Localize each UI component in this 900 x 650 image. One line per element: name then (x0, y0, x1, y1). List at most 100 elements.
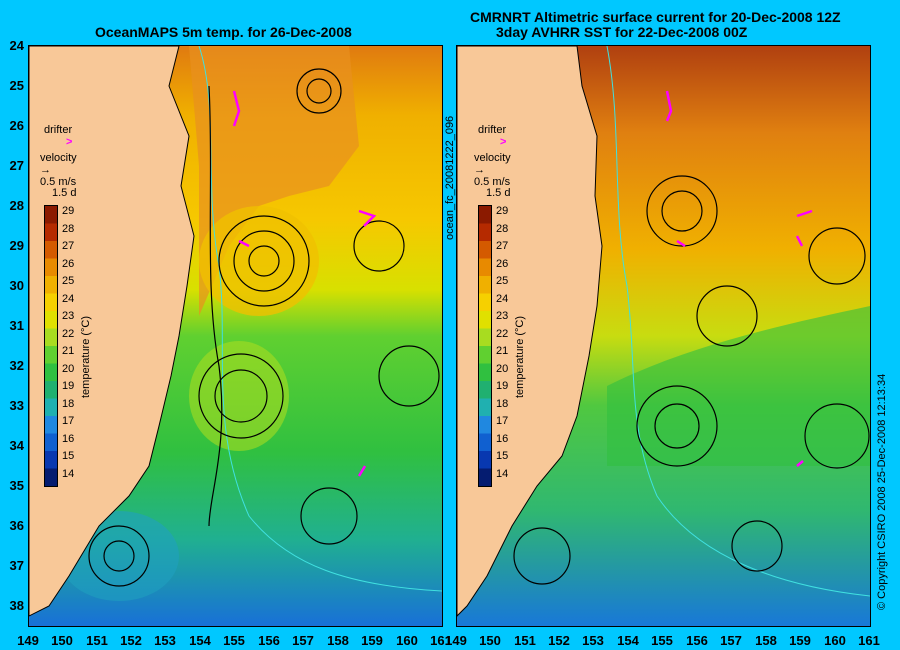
lon-tick: 151 (514, 633, 536, 648)
right-velocity-arrows (513, 175, 870, 585)
lon-tick: 154 (189, 633, 211, 648)
lat-tick: 29 (9, 238, 24, 253)
cb-tick: 22 (62, 328, 75, 340)
lon-tick: 154 (617, 633, 639, 648)
right-map-panel (456, 45, 871, 627)
lat-tick: 30 (9, 278, 24, 293)
lon-tick: 150 (51, 633, 73, 648)
lat-tick: 31 (9, 318, 24, 333)
lon-tick: 155 (651, 633, 673, 648)
lat-tick: 33 (9, 398, 24, 413)
left-scale-speed: 0.5 m/s (40, 176, 77, 188)
right-velocity-label: velocity (474, 152, 511, 164)
left-velocity-arrows (88, 68, 440, 587)
right-velocity-arrow-icon: → (474, 164, 485, 176)
cb-tick: 29 (62, 205, 75, 217)
cb-tick: 16 (62, 433, 75, 445)
left-coastline-land (29, 46, 195, 617)
left-warm-core (189, 46, 359, 316)
left-panel-title: OceanMAPS 5m temp. for 26-Dec-2008 (95, 24, 352, 40)
lon-tick: 161 (430, 633, 452, 648)
lat-tick: 24 (9, 38, 24, 53)
lon-tick: 152 (548, 633, 570, 648)
lon-tick: 161 (858, 633, 880, 648)
lat-tick: 34 (9, 438, 24, 453)
cb-tick: 24 (62, 293, 75, 305)
lat-tick: 28 (9, 198, 24, 213)
cb-tick: 27 (496, 240, 509, 252)
lat-tick: 25 (9, 78, 24, 93)
lon-tick: 160 (396, 633, 418, 648)
cb-tick: 16 (496, 433, 509, 445)
lat-tick: 35 (9, 478, 24, 493)
right-green-tongue (607, 306, 870, 466)
cb-tick: 21 (496, 345, 509, 357)
cb-tick: 23 (62, 310, 75, 322)
cb-tick: 18 (496, 398, 509, 410)
cb-tick: 21 (62, 345, 75, 357)
cb-tick: 17 (496, 415, 509, 427)
cb-tick: 27 (62, 240, 75, 252)
right-panel-title-line1: CMRNRT Altimetric surface current for 20… (470, 9, 841, 25)
left-colorbar-segments (45, 206, 57, 486)
lon-tick: 155 (223, 633, 245, 648)
right-contour (606, 46, 870, 597)
lat-tick: 32 (9, 358, 24, 373)
cb-tick: 20 (62, 363, 75, 375)
lon-tick: 150 (479, 633, 501, 648)
cb-tick: 24 (496, 293, 509, 305)
lat-tick: 27 (9, 158, 24, 173)
cb-tick: 23 (496, 310, 509, 322)
cb-tick: 25 (496, 275, 509, 287)
lat-tick: 37 (9, 558, 24, 573)
cb-tick: 26 (496, 258, 509, 270)
right-colorbar-segments (479, 206, 491, 486)
left-drifter-label: drifter (44, 124, 73, 136)
cb-tick: 15 (496, 450, 509, 462)
cb-tick: 18 (62, 398, 75, 410)
cb-tick: 28 (496, 223, 509, 235)
file-id-label: ocean_fc_20081222_096 (444, 115, 456, 240)
lat-tick: 26 (9, 118, 24, 133)
lon-tick: 157 (292, 633, 314, 648)
left-drifter-symbol: > (66, 136, 73, 148)
cb-tick: 28 (62, 223, 75, 235)
left-colorbar-label: temperature (°C) (80, 315, 92, 398)
right-colorbar-label: temperature (°C) (514, 315, 526, 398)
lon-tick: 151 (86, 633, 108, 648)
lon-tick: 160 (824, 633, 846, 648)
right-panel-title-line2: 3day AVHRR SST for 22-Dec-2008 00Z (496, 24, 748, 40)
cb-tick: 20 (496, 363, 509, 375)
left-colorbar (44, 205, 58, 487)
lon-tick: 156 (258, 633, 280, 648)
cb-tick: 19 (62, 380, 75, 392)
right-coastline-land (457, 46, 603, 617)
right-scale-speed: 0.5 m/s (474, 176, 511, 188)
cb-tick: 14 (62, 468, 75, 480)
lat-tick: 38 (9, 598, 24, 613)
right-drifters (665, 90, 813, 467)
right-drifter-symbol: > (500, 136, 507, 148)
left-drifters (232, 90, 377, 477)
lon-tick: 159 (789, 633, 811, 648)
cb-tick: 22 (496, 328, 509, 340)
cb-tick: 25 (62, 275, 75, 287)
right-drifter-label: drifter (478, 124, 507, 136)
left-velocity-arrow-icon: → (40, 164, 51, 176)
cb-tick: 19 (496, 380, 509, 392)
cb-tick: 29 (496, 205, 509, 217)
cb-tick: 26 (62, 258, 75, 270)
lon-tick: 158 (755, 633, 777, 648)
lon-tick: 149 (17, 633, 39, 648)
lon-tick: 149 (445, 633, 467, 648)
lon-tick: 159 (361, 633, 383, 648)
left-eddy-warm (199, 206, 319, 316)
cb-tick: 17 (62, 415, 75, 427)
lon-tick: 153 (582, 633, 604, 648)
left-map-panel (28, 45, 443, 627)
cb-tick: 15 (62, 450, 75, 462)
lat-tick: 36 (9, 518, 24, 533)
lon-tick: 152 (120, 633, 142, 648)
left-eddy-green (189, 341, 289, 451)
lon-tick: 156 (686, 633, 708, 648)
